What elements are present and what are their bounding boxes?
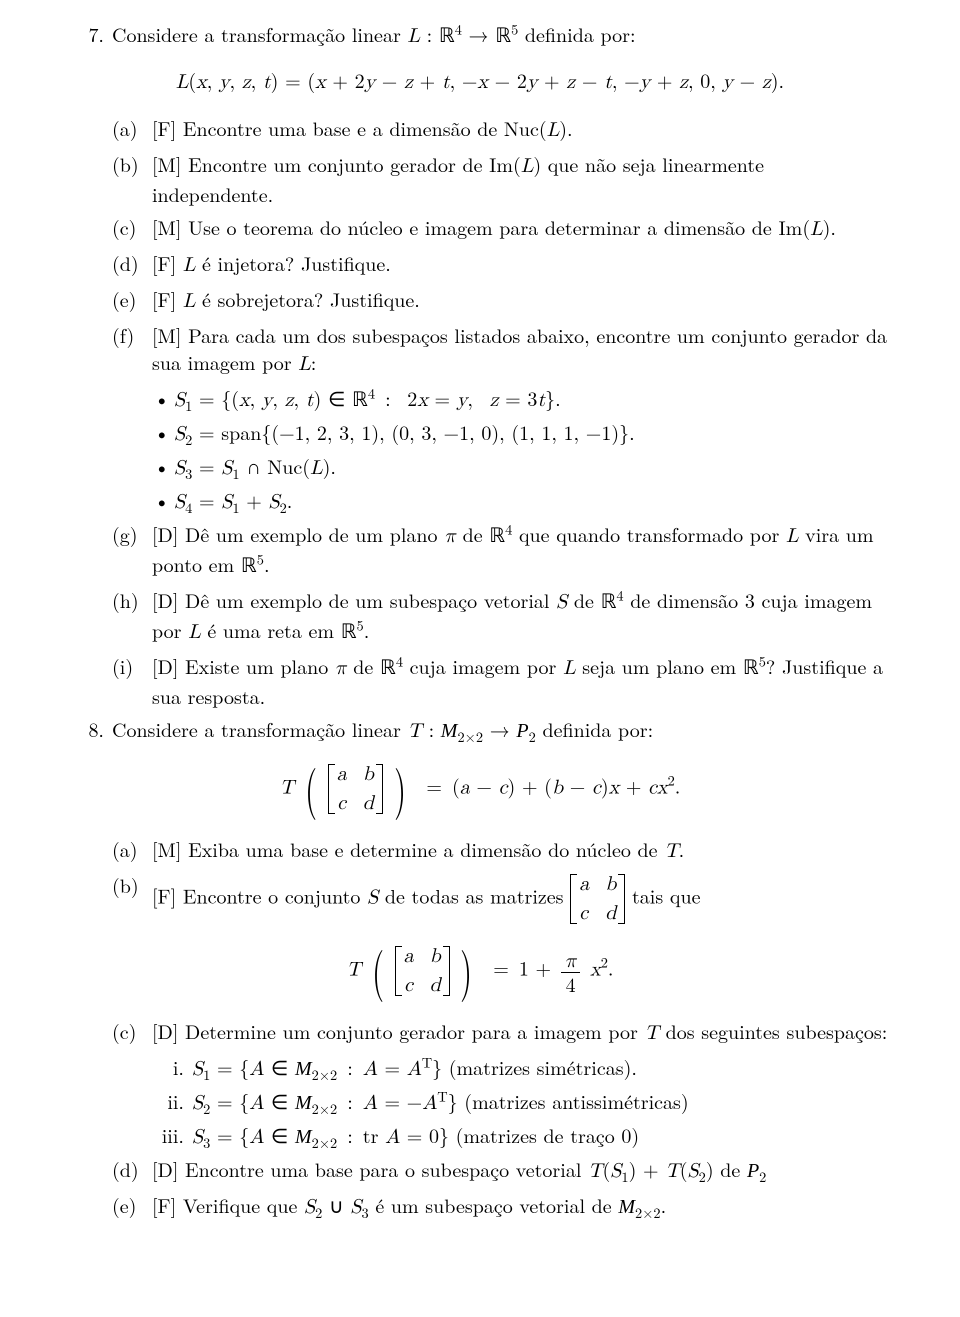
page: 7. Considere a transformação linear L : …: [0, 0, 960, 1317]
q7b-label: (b): [112, 150, 152, 207]
fraction-pi-over-4: π 4: [561, 948, 581, 994]
problem-7-equation: L(x, y, z, t) = (x + 2y − z + t, −x − 2y…: [70, 66, 890, 96]
bullet-icon: •: [154, 384, 174, 414]
q7f-b4: • S4 = S1 + S2.: [154, 486, 890, 516]
q7f-b3: • S3 = S1 ∩ Nuc(L).: [154, 452, 890, 482]
q8d-label: (d): [112, 1155, 152, 1185]
problem-8-number: 8.: [70, 715, 112, 745]
matrix-abcd-2: ab cd: [395, 943, 450, 999]
q8c-label: (c): [112, 1017, 152, 1047]
q7i-label: (i): [112, 652, 152, 709]
q7g-text: [D] Dê um exemplo de um plano π de ℝ4 qu…: [152, 520, 890, 580]
q8d: (d) [D] Encontre uma base para o subespa…: [112, 1155, 890, 1185]
q8d-text: [D] Encontre uma base para o subespaço v…: [152, 1155, 890, 1185]
q8c-text: [D] Determine um conjunto gerador para a…: [152, 1017, 890, 1047]
q8e-text: [F] Verifique que S2 ∪ S3 é um subespaço…: [152, 1191, 890, 1221]
q7f-text: [M] Para cada um dos subespaços listados…: [152, 321, 890, 378]
q7b-text: [M] Encontre um conjunto gerador de Im(L…: [152, 150, 890, 207]
q7f: (f) [M] Para cada um dos subespaços list…: [112, 321, 890, 378]
q8a-label: (a): [112, 835, 152, 865]
q8c-i: i. S1 = {A ∈ M2×2 : A = AT} (matrizes si…: [154, 1053, 890, 1083]
q7g: (g) [D] Dê um exemplo de um plano π de ℝ…: [112, 520, 890, 580]
q8b: (b) [F] Encontre o conjunto S de todas a…: [112, 871, 890, 927]
q7a-text: [F] Encontre uma base e a dimensão de Nu…: [152, 114, 890, 144]
q7d-label: (d): [112, 249, 152, 279]
problem-8-intro: Considere a transformação linear T : M2×…: [112, 715, 890, 745]
q7d: (d) [F] L é injetora? Justifique.: [112, 249, 890, 279]
q8e-label: (e): [112, 1191, 152, 1221]
q7i: (i) [D] Existe um plano π de ℝ4 cuja ima…: [112, 652, 890, 709]
q8b-text: [F] Encontre o conjunto S de todas as ma…: [152, 871, 890, 927]
matrix-abcd: ab cd: [328, 761, 383, 817]
q8b-label: (b): [112, 871, 152, 927]
q7f-b1: • S1 = {(x, y, z, t) ∈ ℝ4 : 2x = y, z = …: [154, 384, 890, 414]
matrix-abcd-inline: ab cd: [570, 871, 625, 927]
q7h-text: [D] Dê um exemplo de um subespaço vetori…: [152, 586, 890, 646]
q7e: (e) [F] L é sobrejetora? Justifique.: [112, 285, 890, 315]
q7a-label: (a): [112, 114, 152, 144]
bullet-icon: •: [154, 486, 174, 516]
q7c: (c) [M] Use o teorema do núcleo e imagem…: [112, 213, 890, 243]
q8b-equation: T ( ab cd ) = 1 + π 4 x2.: [70, 943, 890, 999]
q7g-label: (g): [112, 520, 152, 580]
problem-7: 7. Considere a transformação linear L : …: [70, 20, 890, 50]
q7e-text: [F] L é sobrejetora? Justifique.: [152, 285, 890, 315]
q7c-text: [M] Use o teorema do núcleo e imagem par…: [152, 213, 890, 243]
q7d-text: [F] L é injetora? Justifique.: [152, 249, 890, 279]
q7b: (b) [M] Encontre um conjunto gerador de …: [112, 150, 890, 207]
problem-8: 8. Considere a transformação linear T : …: [70, 715, 890, 745]
q7c-label: (c): [112, 213, 152, 243]
q7f-label: (f): [112, 321, 152, 378]
q7e-label: (e): [112, 285, 152, 315]
bullet-icon: •: [154, 452, 174, 482]
q7f-b2: • S2 = span{(−1, 2, 3, 1), (0, 3, −1, 0)…: [154, 418, 890, 448]
q7h: (h) [D] Dê um exemplo de um subespaço ve…: [112, 586, 890, 646]
q8c-ii: ii. S2 = {A ∈ M2×2 : A = −AT} (matrizes …: [154, 1087, 890, 1117]
q7a: (a) [F] Encontre uma base e a dimensão d…: [112, 114, 890, 144]
q8e: (e) [F] Verifique que S2 ∪ S3 é um subes…: [112, 1191, 890, 1221]
problem-8-equation: T ( ab cd ) = (a − c) + (b − c)x + cx2.: [70, 761, 890, 817]
problem-7-intro: Considere a transformação linear L : ℝ4 …: [112, 20, 890, 50]
q8a: (a) [M] Exiba uma base e determine a dim…: [112, 835, 890, 865]
q7i-text: [D] Existe um plano π de ℝ4 cuja imagem …: [152, 652, 890, 709]
q8c-iii: iii. S3 = {A ∈ M2×2 : tr A = 0} (matrize…: [154, 1121, 890, 1151]
q7h-label: (h): [112, 586, 152, 646]
q8a-text: [M] Exiba uma base e determine a dimensã…: [152, 835, 890, 865]
q8c: (c) [D] Determine um conjunto gerador pa…: [112, 1017, 890, 1047]
bullet-icon: •: [154, 418, 174, 448]
problem-7-number: 7.: [70, 20, 112, 50]
